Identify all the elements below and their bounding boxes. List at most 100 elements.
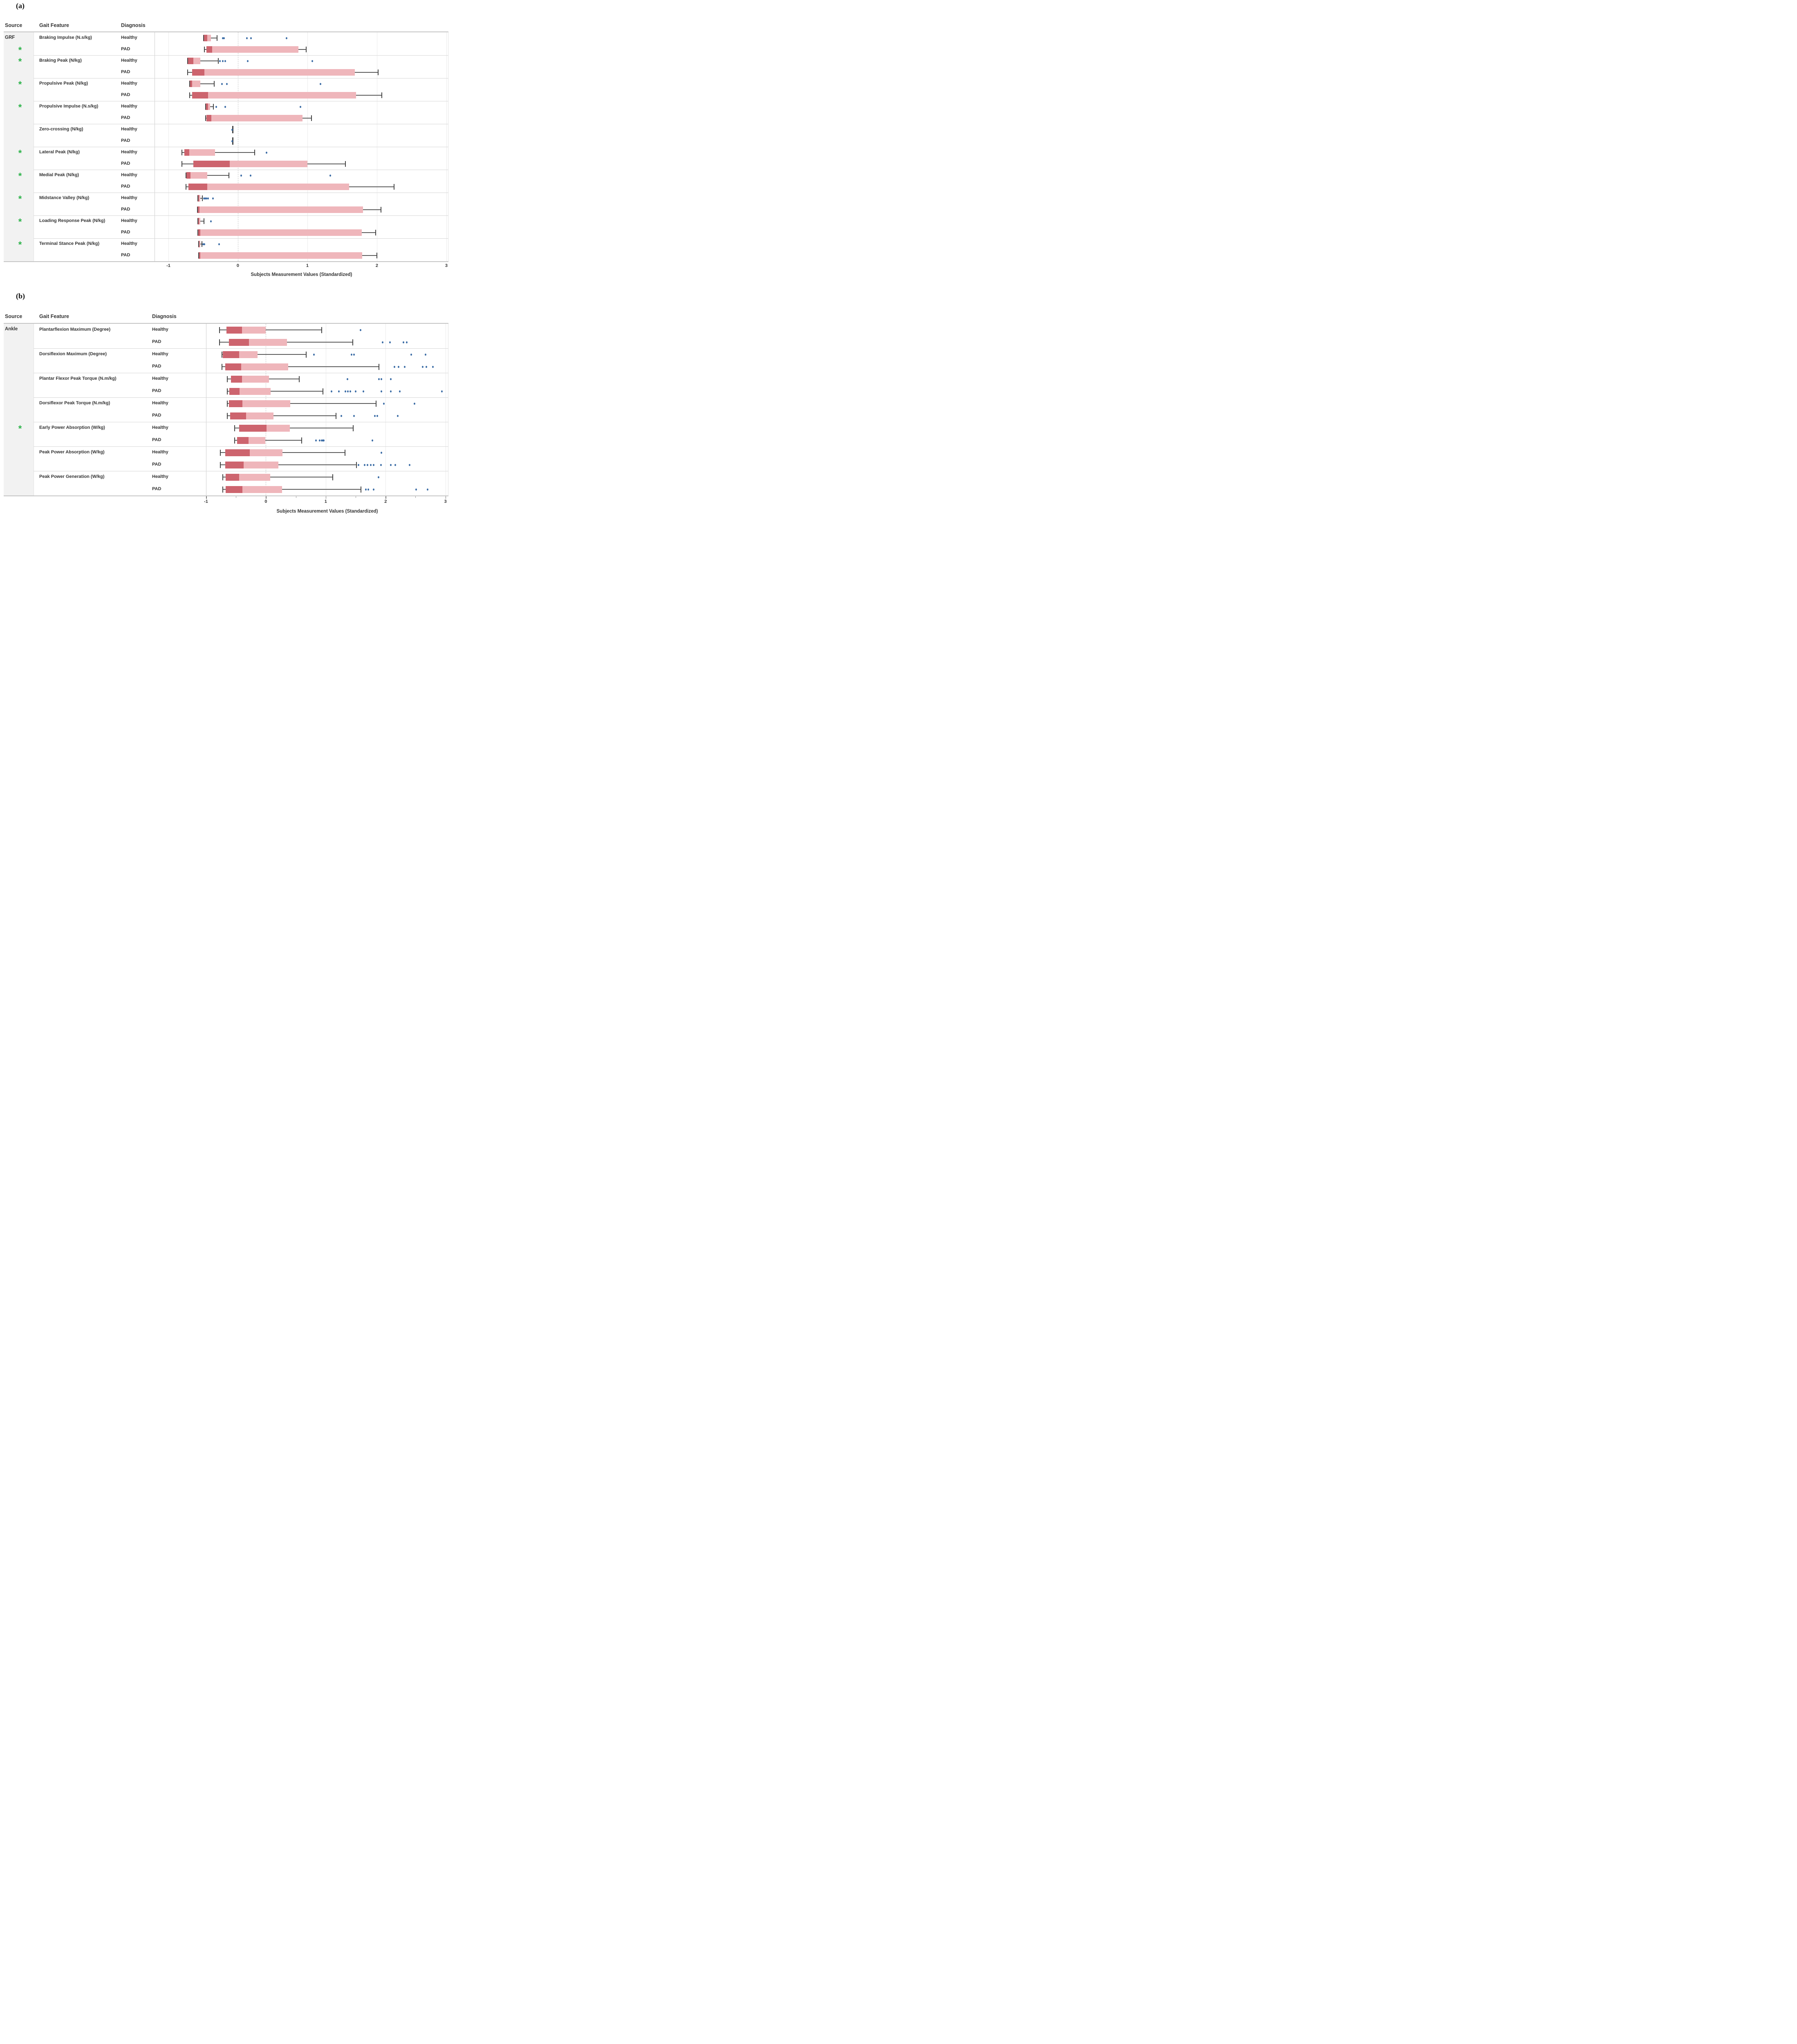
diagnosis-label: Healthy xyxy=(121,241,137,246)
box-plot xyxy=(206,324,448,336)
outlier-dot xyxy=(422,365,424,368)
whisker-cap-high xyxy=(332,474,334,480)
row-separator xyxy=(34,55,448,56)
outlier-dot xyxy=(224,105,226,108)
axis-tick-label: -1 xyxy=(166,263,170,268)
axis-tick-label: 0 xyxy=(236,263,240,268)
diagnosis-label: Healthy xyxy=(121,81,137,86)
outlier-dot xyxy=(370,464,372,466)
outlier-dot xyxy=(206,197,208,199)
box-plot xyxy=(155,55,448,67)
diagnosis-label: PAD xyxy=(121,115,130,120)
axis-tick-label: 1 xyxy=(324,499,327,504)
box-plot xyxy=(155,250,448,261)
outlier-dot xyxy=(353,353,355,356)
whisker-cap-high xyxy=(376,253,377,258)
outlier-dot xyxy=(404,365,406,368)
panel-label: (b) xyxy=(16,292,25,300)
outlier-dot xyxy=(372,439,374,442)
axis-tick-mark xyxy=(325,496,327,499)
outlier-dot xyxy=(322,439,324,442)
diagnosis-label: Healthy xyxy=(121,195,137,200)
panel-label: (a) xyxy=(16,2,25,10)
outlier-dot xyxy=(219,60,221,62)
diagnosis-label: Healthy xyxy=(121,150,137,155)
whisker-cap-high xyxy=(254,150,255,155)
box-lower-quartile xyxy=(229,338,249,346)
axis-tick-label: 2 xyxy=(375,263,378,268)
column-header-feature: Gait Feature xyxy=(39,22,69,28)
feature-label: Zero-crossing (N/kg) xyxy=(39,127,83,132)
whisker-cap-low xyxy=(189,92,190,98)
box-lower-quartile xyxy=(222,351,239,358)
outlier-dot xyxy=(381,390,382,392)
row-separator xyxy=(34,215,448,216)
diagnosis-label: Healthy xyxy=(121,58,137,63)
outlier-dot xyxy=(367,464,369,466)
box-lower-quartile xyxy=(229,388,240,395)
box-upper-quartile xyxy=(266,424,290,432)
box-plot xyxy=(155,101,448,112)
box-upper-quartile xyxy=(192,81,201,87)
axis-title: Subjects Measurement Values (Standardize… xyxy=(251,272,352,277)
axis-tick-label: -1 xyxy=(204,499,208,504)
diagnosis-label: Healthy xyxy=(121,35,137,40)
box-lower-quartile xyxy=(237,437,249,444)
outlier-dot xyxy=(231,140,233,142)
whisker-cap-low xyxy=(181,150,183,155)
source-label: GRF xyxy=(5,35,15,40)
box-upper-quartile xyxy=(239,473,270,481)
box-upper-quartile xyxy=(199,195,201,202)
figure-page: (a) Source Gait Feature Diagnosis GRF * Brakin… xyxy=(0,0,449,521)
box-upper-quartile xyxy=(211,115,303,121)
outlier-dot xyxy=(403,341,405,343)
whisker-cap-low xyxy=(198,253,199,258)
box-lower-quartile xyxy=(192,69,205,76)
box-upper-quartile xyxy=(249,449,283,456)
box-lower-quartile xyxy=(187,58,194,64)
header-underline xyxy=(4,31,448,32)
box-lower-quartile xyxy=(206,115,212,121)
outlier-dot xyxy=(240,174,242,177)
significance-asterisk: * xyxy=(18,102,22,112)
whisker-cap-low xyxy=(205,104,206,110)
whisker-cap-low xyxy=(205,115,206,121)
whisker-cap-high xyxy=(213,104,214,110)
feature-label: Propulsive Peak (N/kg) xyxy=(39,81,88,86)
outlier-dot xyxy=(394,464,396,466)
feature-label: Terminal Stance Peak (N/kg) xyxy=(39,241,100,246)
whisker-cap-low xyxy=(203,35,204,41)
diagnosis-label: PAD xyxy=(121,92,130,97)
box-upper-quartile xyxy=(190,172,208,179)
diagnosis-label: PAD xyxy=(152,413,161,418)
box-lower-quartile xyxy=(206,46,213,53)
outlier-dot xyxy=(390,378,392,380)
diagnosis-label: PAD xyxy=(121,253,130,258)
outlier-dot xyxy=(425,353,427,356)
box-upper-quartile xyxy=(246,412,274,419)
outlier-dot xyxy=(313,353,315,356)
whisker-cap-high xyxy=(305,351,307,358)
box-plot xyxy=(155,238,448,250)
outlier-dot xyxy=(207,197,209,199)
box-upper-quartile xyxy=(204,69,355,76)
significance-asterisk: * xyxy=(18,148,22,158)
box-plot xyxy=(155,67,448,78)
outlier-dot xyxy=(415,488,417,491)
whisker-cap-high xyxy=(218,58,219,64)
outlier-dot xyxy=(222,37,224,39)
significance-asterisk: * xyxy=(18,56,22,67)
outlier-dot xyxy=(346,378,348,380)
whisker-cap-high xyxy=(305,47,307,52)
whisker-line xyxy=(181,152,255,153)
whisker-line xyxy=(219,329,322,330)
outlier-dot xyxy=(377,476,379,478)
significance-asterisk: * xyxy=(18,217,22,227)
whisker-cap-low xyxy=(222,486,223,493)
box-plot xyxy=(155,78,448,90)
axis-title: Subjects Measurement Values (Standardize… xyxy=(276,509,378,514)
whisker-cap-high xyxy=(345,161,346,167)
box-upper-quartile xyxy=(208,103,210,110)
box-upper-quartile xyxy=(242,375,269,383)
whisker-line xyxy=(197,221,204,222)
